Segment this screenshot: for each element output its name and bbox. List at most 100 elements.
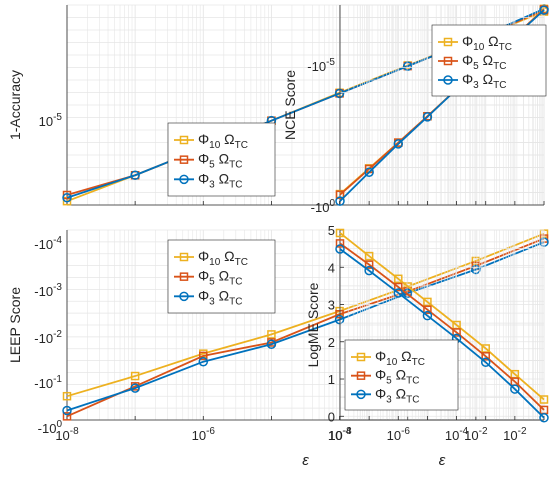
series-line — [339, 242, 545, 411]
series-line — [66, 232, 545, 398]
data-point — [335, 244, 345, 254]
data-point — [130, 170, 140, 180]
data-point — [422, 310, 433, 321]
legend-label: Φ3 ΩTC — [462, 71, 506, 91]
data-point — [402, 61, 413, 71]
data-point — [198, 356, 209, 367]
data-point — [539, 395, 549, 404]
data-point — [510, 384, 520, 394]
data-point — [423, 305, 432, 314]
y-axis-label: LEEP Score — [7, 287, 23, 363]
y-tick-label: 2 — [328, 335, 335, 350]
legend-label: Φ5 ΩTC — [198, 268, 242, 288]
legend-label: Φ5 ΩTC — [375, 367, 419, 387]
data-point — [452, 328, 461, 337]
data-point — [266, 339, 277, 350]
data-point — [364, 260, 374, 269]
y-axis-label: LogME Score — [305, 282, 321, 367]
legend-swatch-marker — [179, 291, 189, 302]
series-line — [66, 237, 545, 418]
data-point — [364, 265, 374, 276]
data-point — [267, 330, 276, 339]
x-tick-label: 10-4 — [445, 426, 469, 443]
data-point — [62, 412, 72, 421]
y-tick-label: -10-5 — [307, 57, 335, 74]
legend-label: Φ10 ΩTC — [462, 33, 512, 53]
panel-3: 10-8 10-6 10-4 10-2-10-4-10-3-10-2-10-1-100… — [7, 229, 549, 469]
legend-label: Φ3 ΩTC — [198, 287, 242, 307]
data-point — [539, 5, 549, 15]
legend-swatch-marker — [356, 389, 366, 400]
data-point — [481, 352, 490, 361]
data-point — [394, 274, 403, 284]
y-axis-label: 1-Accuracy — [7, 70, 23, 140]
legend-label: Φ10 ΩTC — [375, 348, 425, 368]
y-tick-label: 0 — [328, 409, 335, 424]
data-point — [62, 192, 72, 203]
y-tick-label: 4 — [328, 260, 335, 275]
y-tick-label: -10-3 — [34, 282, 62, 299]
data-point — [471, 264, 481, 275]
legend-label: Φ5 ΩTC — [198, 151, 242, 171]
y-tick-label: -100 — [38, 419, 63, 436]
data-point — [539, 413, 549, 423]
legend-label: Φ3 ΩTC — [198, 170, 242, 190]
data-point — [403, 282, 412, 291]
data-point — [335, 196, 345, 206]
data-point — [481, 344, 490, 353]
legend-swatch-marker — [443, 37, 453, 47]
data-point — [130, 383, 140, 393]
legend-swatch-marker — [179, 252, 189, 262]
legend-label: Φ10 ΩTC — [198, 131, 248, 151]
legend-swatch-marker — [179, 155, 189, 164]
legend-label: Φ10 ΩTC — [198, 248, 248, 268]
x-tick-label: 10-8 — [328, 426, 352, 443]
data-point — [364, 167, 374, 177]
legend-swatch-marker — [443, 75, 453, 85]
y-tick-label: 3 — [328, 298, 335, 313]
data-point — [335, 228, 345, 238]
data-point — [394, 282, 403, 292]
data-point — [422, 112, 433, 122]
data-point — [423, 297, 432, 307]
x-axis-label: ε — [302, 452, 309, 469]
legend-label: Φ5 ΩTC — [462, 52, 506, 72]
legend-swatch-marker — [179, 174, 189, 185]
y-tick-label: 5 — [328, 223, 335, 238]
y-tick-label: -10-1 — [34, 374, 62, 391]
legend-swatch-marker — [179, 272, 189, 281]
data-point — [364, 251, 374, 261]
data-point — [62, 391, 72, 401]
data-point — [393, 288, 404, 298]
data-point — [393, 139, 404, 149]
data-point — [62, 405, 72, 416]
y-tick-label: -100 — [311, 198, 336, 215]
series-line — [339, 248, 545, 419]
x-tick-label: 10-4 — [328, 426, 352, 443]
x-tick-label: 10-2 — [503, 426, 527, 443]
series-line — [66, 241, 545, 412]
y-tick-label: -10-4 — [34, 235, 62, 252]
legend-swatch-marker — [443, 56, 453, 66]
y-tick-label: -10-2 — [34, 329, 62, 346]
legend-swatch-marker — [356, 371, 366, 380]
x-axis-label: ε — [439, 452, 446, 469]
data-point — [335, 239, 345, 248]
x-tick-label: 10-2 — [464, 426, 488, 443]
data-point — [335, 190, 345, 199]
legend-swatch-marker — [179, 135, 189, 145]
x-tick-label: 10-6 — [387, 426, 411, 443]
x-tick-label: 10-8 — [55, 426, 79, 443]
legend-swatch-marker — [356, 352, 366, 362]
y-tick-label: 1 — [328, 372, 335, 387]
data-point — [402, 288, 413, 298]
data-point — [480, 357, 491, 368]
